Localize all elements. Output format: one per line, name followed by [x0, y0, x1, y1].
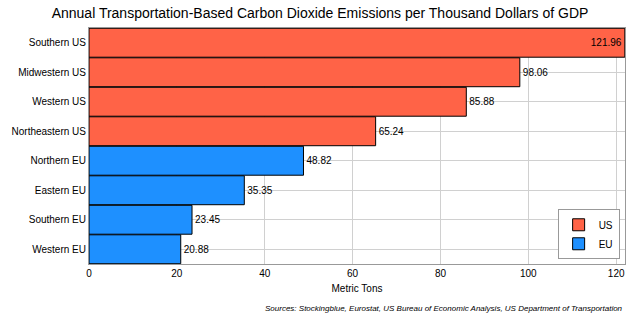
- svg-text:65.24: 65.24: [379, 126, 404, 137]
- svg-text:Eastern EU: Eastern EU: [35, 185, 86, 196]
- svg-text:80: 80: [435, 268, 447, 279]
- svg-text:Metric Tons: Metric Tons: [332, 283, 383, 294]
- svg-text:Annual Transportation-Based Ca: Annual Transportation-Based Carbon Dioxi…: [52, 5, 589, 21]
- svg-text:Southern EU: Southern EU: [29, 214, 86, 225]
- svg-text:0: 0: [86, 268, 92, 279]
- svg-text:120: 120: [608, 268, 625, 279]
- svg-text:Northeastern US: Northeastern US: [12, 126, 87, 137]
- svg-text:40: 40: [259, 268, 271, 279]
- svg-text:100: 100: [520, 268, 537, 279]
- svg-text:Sources: Stockingblue, Eurosta: Sources: Stockingblue, Eurostat, US Bure…: [265, 304, 623, 313]
- svg-text:Western EU: Western EU: [32, 244, 86, 255]
- svg-text:85.88: 85.88: [469, 96, 494, 107]
- svg-text:20: 20: [171, 268, 183, 279]
- svg-text:35.35: 35.35: [247, 185, 272, 196]
- svg-text:121.96: 121.96: [591, 37, 622, 48]
- svg-text:EU: EU: [599, 239, 613, 250]
- svg-text:20.88: 20.88: [184, 244, 209, 255]
- svg-text:48.82: 48.82: [306, 155, 331, 166]
- svg-text:98.06: 98.06: [523, 67, 548, 78]
- svg-text:Western US: Western US: [32, 96, 86, 107]
- svg-text:US: US: [599, 220, 613, 231]
- svg-text:23.45: 23.45: [195, 214, 220, 225]
- svg-text:Southern US: Southern US: [29, 37, 87, 48]
- svg-text:Northern EU: Northern EU: [30, 155, 86, 166]
- svg-text:60: 60: [347, 268, 359, 279]
- svg-text:Midwestern US: Midwestern US: [18, 67, 86, 78]
